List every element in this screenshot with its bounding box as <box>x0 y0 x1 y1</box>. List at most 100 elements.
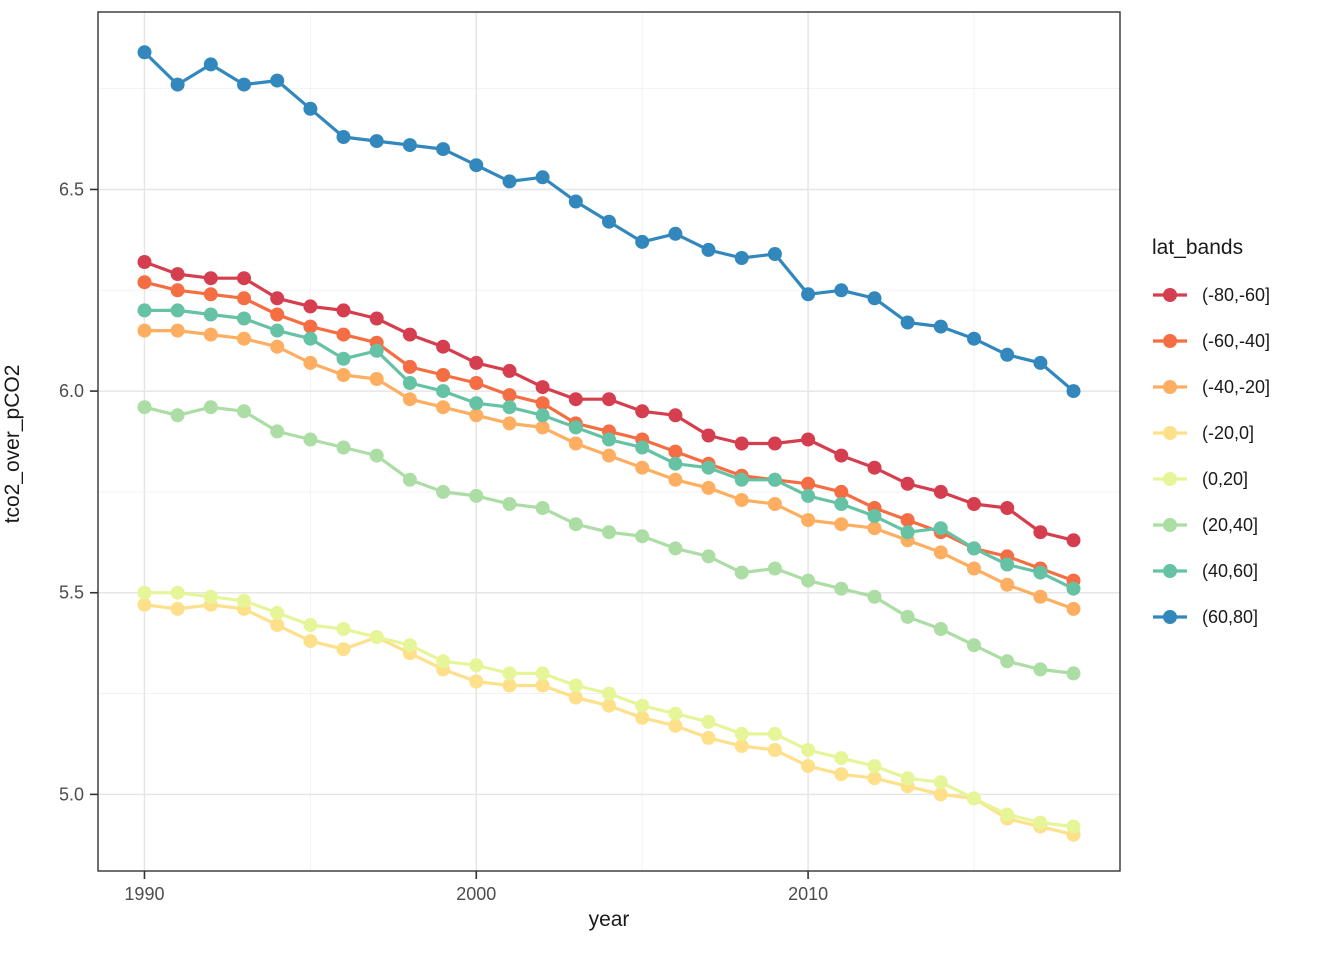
legend-key-icon <box>1153 610 1187 624</box>
data-point <box>867 460 882 475</box>
data-point <box>801 488 816 503</box>
data-point <box>834 517 849 532</box>
data-point <box>402 138 417 153</box>
data-point <box>303 319 318 334</box>
data-point <box>801 513 816 528</box>
data-point <box>568 420 583 435</box>
data-point <box>303 101 318 116</box>
data-point <box>402 392 417 407</box>
data-point <box>137 275 152 290</box>
data-point <box>1000 807 1015 822</box>
data-point <box>967 638 981 653</box>
data-point <box>502 174 517 189</box>
data-point <box>933 319 948 334</box>
data-point <box>602 686 616 701</box>
legend-item: (40,60] <box>1150 548 1344 594</box>
data-point <box>867 771 882 786</box>
data-point <box>336 368 351 382</box>
series-points <box>137 323 1081 616</box>
panel-border <box>97 11 1121 872</box>
data-point <box>701 549 716 564</box>
data-point <box>270 618 285 632</box>
legend-items: (-80,-60] (-60,-40] (-40,-20] (-20,0] (0,20]… <box>1150 272 1344 640</box>
x-axis-title: year <box>588 908 630 931</box>
data-point <box>203 307 218 322</box>
data-point <box>170 283 185 298</box>
data-point <box>402 376 417 390</box>
data-point <box>402 472 417 487</box>
data-point <box>237 593 251 608</box>
data-point <box>436 654 451 669</box>
y-tick-label: 6.5 <box>59 179 84 199</box>
data-point <box>469 376 484 390</box>
data-point <box>602 432 616 447</box>
data-point <box>734 565 749 580</box>
data-point <box>137 323 152 338</box>
data-point <box>469 658 484 673</box>
data-point <box>436 400 451 415</box>
data-point <box>568 194 583 209</box>
data-point <box>535 380 550 395</box>
legend-key-icon <box>1153 518 1187 532</box>
data-point <box>336 440 351 455</box>
data-point <box>767 561 782 576</box>
data-point <box>436 339 451 354</box>
data-point <box>502 666 517 681</box>
axis-ticks <box>90 188 809 879</box>
data-point <box>1000 557 1015 572</box>
data-point <box>1033 815 1048 830</box>
data-point <box>270 339 285 354</box>
data-point <box>933 484 948 499</box>
data-point <box>303 432 318 447</box>
y-axis-title: tco2_over_pCO2 <box>1 364 24 524</box>
series-points <box>137 400 1081 681</box>
data-point <box>734 436 749 451</box>
legend-key-icon <box>1153 334 1187 348</box>
data-point <box>336 351 351 366</box>
legend-item-label: (-20,0] <box>1202 422 1255 443</box>
data-point <box>867 759 882 774</box>
data-point <box>369 448 384 463</box>
data-point <box>568 690 583 705</box>
data-point <box>336 622 351 636</box>
data-point <box>867 589 882 604</box>
data-point <box>270 291 285 306</box>
data-point <box>137 585 152 600</box>
data-point <box>635 234 650 249</box>
data-point <box>900 513 915 528</box>
data-point <box>767 472 782 487</box>
data-point <box>402 638 417 653</box>
legend-item: (20,40] <box>1150 502 1344 548</box>
data-point <box>668 541 683 556</box>
legend-key-icon <box>1153 472 1187 486</box>
data-point <box>369 372 384 386</box>
data-point <box>170 408 185 423</box>
data-point <box>635 529 650 544</box>
data-point <box>834 448 849 463</box>
data-point <box>668 718 683 733</box>
data-point <box>701 242 716 257</box>
data-point <box>933 775 948 790</box>
data-point <box>967 561 981 576</box>
data-point <box>801 759 816 774</box>
data-point <box>602 525 616 540</box>
data-point <box>801 573 816 588</box>
data-point <box>602 214 616 229</box>
data-point <box>867 521 882 536</box>
data-point <box>270 605 285 620</box>
data-point <box>635 460 650 475</box>
data-point <box>1000 501 1015 515</box>
data-point <box>303 331 318 346</box>
data-point <box>602 448 616 463</box>
data-point <box>502 416 517 431</box>
data-point <box>635 404 650 419</box>
series-points <box>137 45 1081 399</box>
legend-key-icon <box>1153 426 1187 440</box>
data-point <box>834 484 849 499</box>
legend-item: (60,80] <box>1150 594 1344 640</box>
data-point <box>967 331 981 346</box>
data-point <box>203 57 218 72</box>
data-point <box>270 307 285 322</box>
data-point <box>834 283 849 298</box>
data-point <box>967 541 981 556</box>
